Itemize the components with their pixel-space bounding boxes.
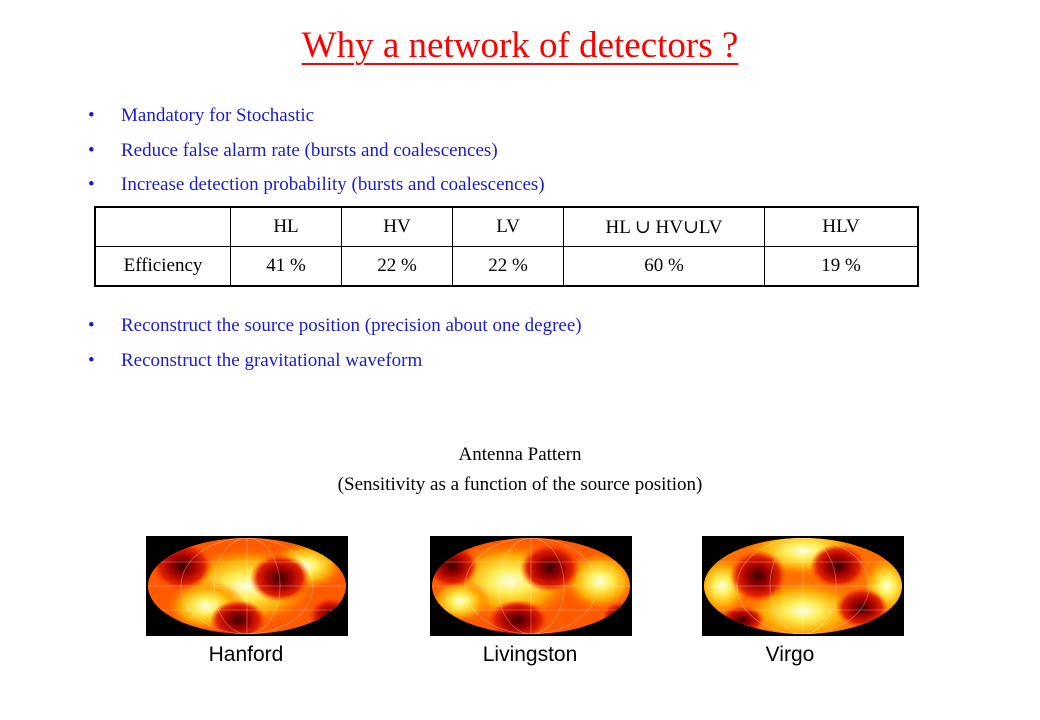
table-cell: 22 %	[341, 246, 453, 287]
table-cell	[94, 206, 231, 247]
efficiency-table: HL HV LV HL ∪ HV∪LV HLV Efficiency 41 % …	[94, 206, 919, 287]
bullet-dot-icon: •	[88, 105, 95, 126]
bullet-text: Reduce false alarm rate (bursts and coal…	[121, 139, 498, 161]
table-header-row: HL HV LV HL ∪ HV∪LV HLV	[94, 206, 919, 247]
bullet-item: • Reconstruct the source position (precis…	[88, 314, 582, 349]
bullet-item: • Mandatory for Stochastic	[88, 104, 545, 139]
bullet-text: Increase detection probability (bursts a…	[121, 174, 545, 195]
bullet-dot-icon: •	[88, 349, 95, 371]
table-cell: HLV	[764, 206, 919, 247]
bullet-list-bottom: • Reconstruct the source position (precis…	[88, 314, 582, 383]
bullet-item: • Reconstruct the gravitational waveform	[88, 349, 582, 384]
bullet-list-top: • Mandatory for Stochastic • Reduce false …	[88, 104, 545, 208]
table-cell: 41 %	[230, 246, 342, 287]
bullet-text: Reconstruct the source position (precisi…	[121, 315, 582, 336]
bullet-text: Mandatory for Stochastic	[121, 105, 315, 126]
bullet-item: • Increase detection probability (bursts …	[88, 173, 545, 208]
livingston-antenna-map	[430, 536, 632, 636]
table-cell: HL	[230, 206, 342, 247]
slide-title: Why a network of detectors ?	[301, 25, 739, 66]
table-cell: LV	[452, 206, 564, 247]
table-cell: HV	[341, 206, 453, 247]
map-label-livingston: Livingston	[482, 643, 578, 666]
table-cell: 19 %	[764, 246, 919, 287]
table-row: Efficiency 41 % 22 % 22 % 60 % 19 %	[94, 246, 919, 287]
bullet-item: • Reduce false alarm rate (bursts and coa…	[88, 139, 545, 174]
bullet-dot-icon: •	[88, 139, 95, 161]
antenna-caption-title: Antenna Pattern	[458, 444, 582, 465]
table-cell: 22 %	[452, 246, 564, 287]
map-label-hanford: Hanford	[208, 643, 284, 666]
bullet-dot-icon: •	[88, 315, 95, 336]
bullet-text: Reconstruct the gravitational waveform	[121, 349, 423, 371]
table-cell: Efficiency	[94, 246, 231, 287]
bullet-dot-icon: •	[88, 174, 95, 195]
antenna-pattern-caption: Antenna Pattern (Sensitivity as a functi…	[0, 440, 1040, 500]
antenna-caption-subtitle: (Sensitivity as a function of the source…	[337, 474, 703, 495]
hanford-antenna-map	[146, 536, 348, 636]
table-cell: 60 %	[563, 246, 765, 287]
map-label-virgo: Virgo	[765, 643, 815, 666]
virgo-antenna-map	[702, 536, 904, 636]
table-cell: HL ∪ HV∪LV	[563, 206, 765, 247]
